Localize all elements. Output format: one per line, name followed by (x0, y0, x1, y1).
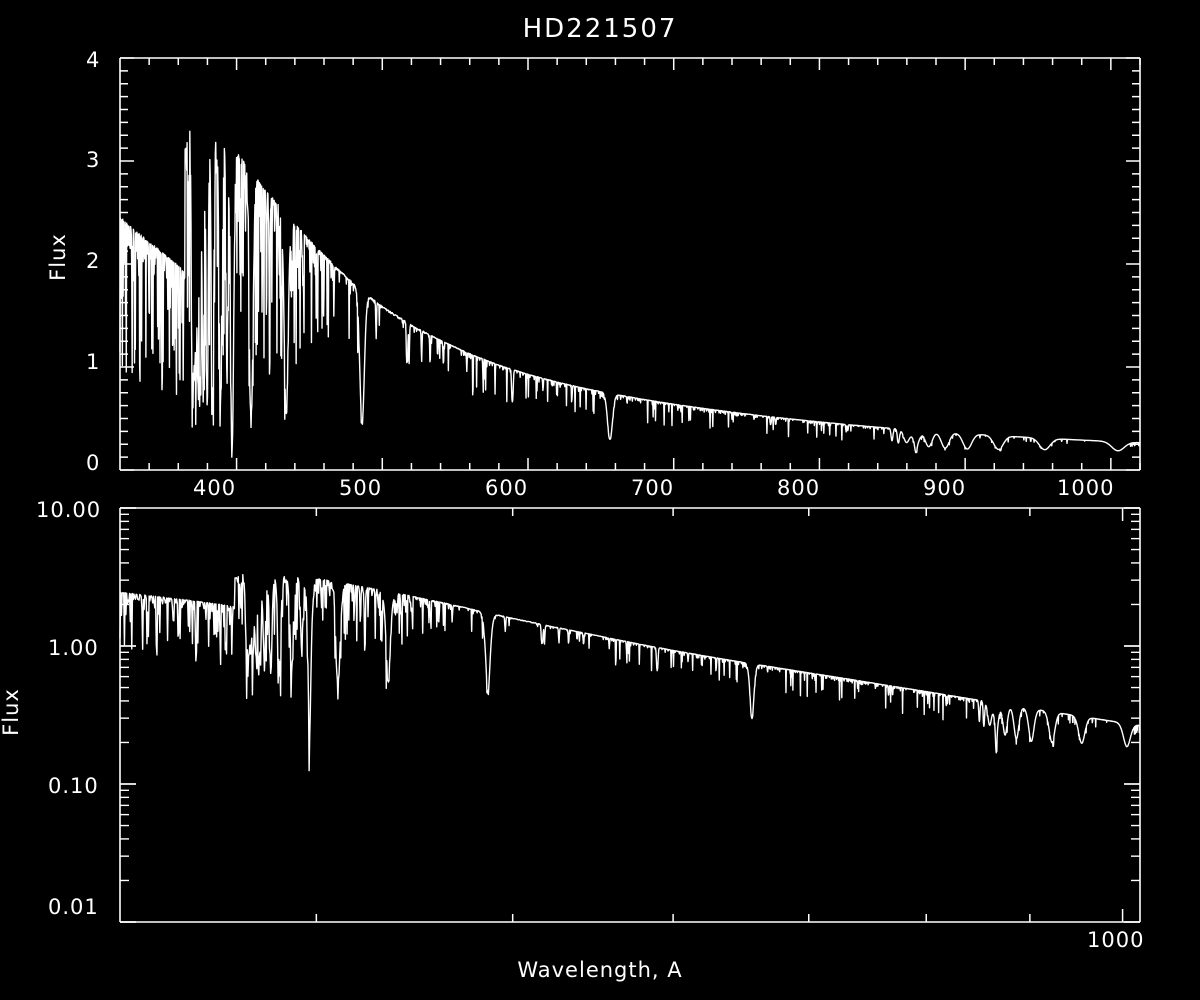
lower-ytick-1: 1.00 (48, 636, 99, 660)
upper-xtick-600: 600 (485, 476, 529, 500)
upper-ytick-4: 4 (86, 48, 101, 72)
x-axis-label: Wavelength, A (517, 958, 683, 982)
lower-ytick-0.10: 0.10 (48, 774, 99, 798)
upper-ytick-3: 3 (86, 148, 101, 172)
upper-xtick-400: 400 (193, 476, 237, 500)
upper-ytick-1: 1 (86, 350, 101, 374)
lower-ytick-10: 10.00 (36, 498, 102, 522)
upper-xtick-800: 800 (777, 476, 821, 500)
figure-title: HD221507 (522, 14, 678, 44)
lower-xtick-1000: 1000 (1087, 928, 1145, 952)
upper-plot-canvas (119, 57, 1141, 471)
lower-ytick-0.01: 0.01 (48, 895, 99, 919)
upper-xtick-700: 700 (631, 476, 675, 500)
upper-xtick-1000: 1000 (1057, 476, 1115, 500)
lower-y-axis-label: Flux (0, 688, 23, 736)
upper-xtick-900: 900 (923, 476, 967, 500)
upper-ytick-0: 0 (86, 451, 101, 475)
upper-ytick-2: 2 (86, 249, 101, 273)
upper-xtick-500: 500 (339, 476, 383, 500)
